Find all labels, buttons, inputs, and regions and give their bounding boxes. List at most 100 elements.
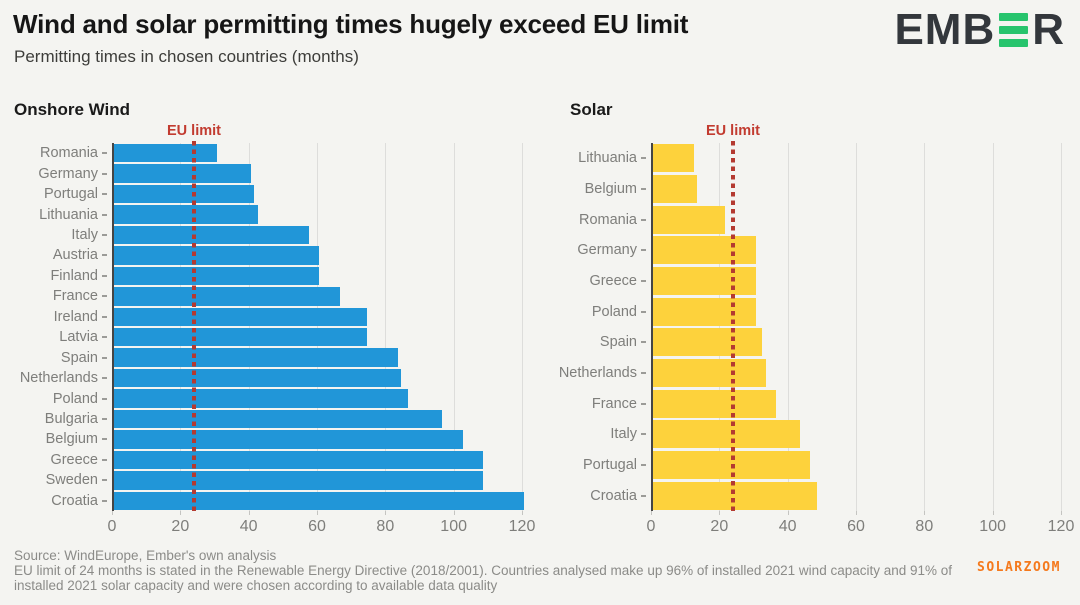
solar-chart-title: Solar: [570, 100, 613, 119]
x-tick-mark: [856, 511, 857, 515]
bar-spain: [653, 328, 763, 357]
x-tick-mark: [651, 511, 652, 515]
page-title: Wind and solar permitting times hugely e…: [13, 9, 689, 39]
bar-netherlands: [653, 359, 766, 387]
y-tick-mark: [102, 356, 107, 359]
bar-belgium: [114, 430, 463, 449]
category-label-italy: Italy: [542, 419, 646, 450]
x-tick-mark: [248, 511, 250, 515]
x-tick-mark: [719, 511, 721, 515]
bar-lithuania: [114, 205, 258, 224]
gridline-x-120: [1061, 143, 1062, 511]
y-tick-mark: [641, 218, 646, 221]
category-label-bulgaria: Bulgaria: [11, 409, 107, 429]
gridline-x-40: [787, 143, 789, 511]
x-tick-label: 40: [778, 518, 797, 535]
x-tick-mark: [385, 511, 387, 515]
y-tick-mark: [102, 377, 107, 380]
category-label-sweden: Sweden: [11, 470, 107, 490]
bar-italy: [653, 420, 800, 449]
bar-croatia: [653, 481, 817, 510]
category-label-croatia: Croatia: [11, 491, 107, 511]
x-tick-label: 120: [1047, 518, 1075, 535]
source-note: Source: WindEurope, Ember's own analysis: [14, 548, 277, 563]
y-tick-mark: [641, 249, 646, 252]
bar-germany: [653, 236, 756, 265]
logo-text-right: R: [1032, 5, 1065, 54]
gridline-x-80: [385, 143, 387, 511]
x-tick-mark: [924, 511, 926, 515]
gridline-x-100: [992, 143, 994, 511]
logo-text-left: EMB: [894, 5, 996, 54]
y-tick-mark: [102, 172, 107, 175]
category-label-finland: Finland: [11, 266, 107, 286]
bar-greece: [114, 450, 483, 470]
x-tick-mark: [112, 511, 113, 515]
category-label-croatia: Croatia: [542, 480, 646, 511]
y-axis-spine: [651, 143, 653, 511]
footnote-block: Source: WindEurope, Ember's own analysis…: [14, 548, 982, 593]
page-subtitle: Permitting times in chosen countries (mo…: [14, 47, 359, 66]
x-tick-label: 60: [308, 518, 326, 535]
y-tick-mark: [641, 341, 646, 344]
category-label-france: France: [542, 388, 646, 419]
category-label-poland: Poland: [11, 388, 107, 408]
x-tick-mark: [787, 511, 789, 515]
bar-romania: [114, 143, 217, 163]
onshore-wind-chart-title: Onshore Wind: [14, 100, 131, 119]
gridline-x-40: [248, 143, 250, 511]
y-tick-mark: [102, 336, 107, 339]
bar-france: [114, 287, 340, 306]
category-label-spain: Spain: [11, 347, 107, 367]
y-tick-mark: [102, 417, 107, 420]
bar-lithuania: [653, 144, 694, 173]
category-label-spain: Spain: [542, 327, 646, 358]
y-tick-mark: [102, 152, 107, 155]
category-label-austria: Austria: [11, 245, 107, 265]
x-tick-label: 40: [239, 518, 258, 535]
bar-netherlands: [114, 368, 401, 388]
y-tick-mark: [102, 233, 107, 236]
bar-austria: [114, 246, 319, 265]
gridline-x-60: [856, 143, 857, 511]
x-tick-label: 100: [440, 518, 468, 535]
x-tick-mark: [180, 511, 182, 515]
category-label-greece: Greece: [11, 450, 107, 470]
x-tick-mark: [453, 511, 455, 515]
x-tick-label: 20: [171, 518, 190, 535]
y-tick-mark: [641, 371, 646, 374]
category-label-lithuania: Lithuania: [11, 204, 107, 224]
y-tick-mark: [102, 193, 107, 196]
bar-romania: [653, 205, 725, 234]
category-label-netherlands: Netherlands: [542, 358, 646, 389]
y-tick-mark: [641, 310, 646, 313]
x-tick-label: 60: [847, 518, 865, 535]
x-tick-label: 0: [646, 518, 656, 535]
y-tick-mark: [102, 438, 107, 441]
category-label-romania: Romania: [542, 204, 646, 235]
y-tick-mark: [641, 279, 646, 282]
category-label-greece: Greece: [542, 266, 646, 297]
category-label-belgium: Belgium: [11, 429, 107, 449]
category-label-ireland: Ireland: [11, 307, 107, 327]
bar-greece: [653, 267, 756, 295]
category-label-poland: Poland: [542, 296, 646, 327]
x-tick-label: 120: [508, 518, 536, 535]
category-label-italy: Italy: [11, 225, 107, 245]
y-tick-mark: [641, 187, 646, 190]
x-tick-label: 80: [915, 518, 934, 535]
category-label-latvia: Latvia: [11, 327, 107, 347]
x-tick-mark: [522, 511, 523, 515]
eu-limit-reference-line: [192, 141, 196, 511]
bar-finland: [114, 266, 319, 286]
category-label-portugal: Portugal: [11, 184, 107, 204]
category-label-lithuania: Lithuania: [542, 143, 646, 174]
category-label-germany: Germany: [11, 163, 107, 183]
x-tick-label: 0: [107, 518, 117, 535]
methodology-note: EU limit of 24 months is stated in the R…: [14, 563, 953, 593]
solar-plot-area: 0 20 40 60 80 100 120 Lithuania Belgium Romania Ge…: [559, 123, 1075, 535]
y-tick-mark: [102, 295, 107, 298]
x-tick-label: 80: [376, 518, 395, 535]
y-tick-mark: [102, 458, 107, 461]
